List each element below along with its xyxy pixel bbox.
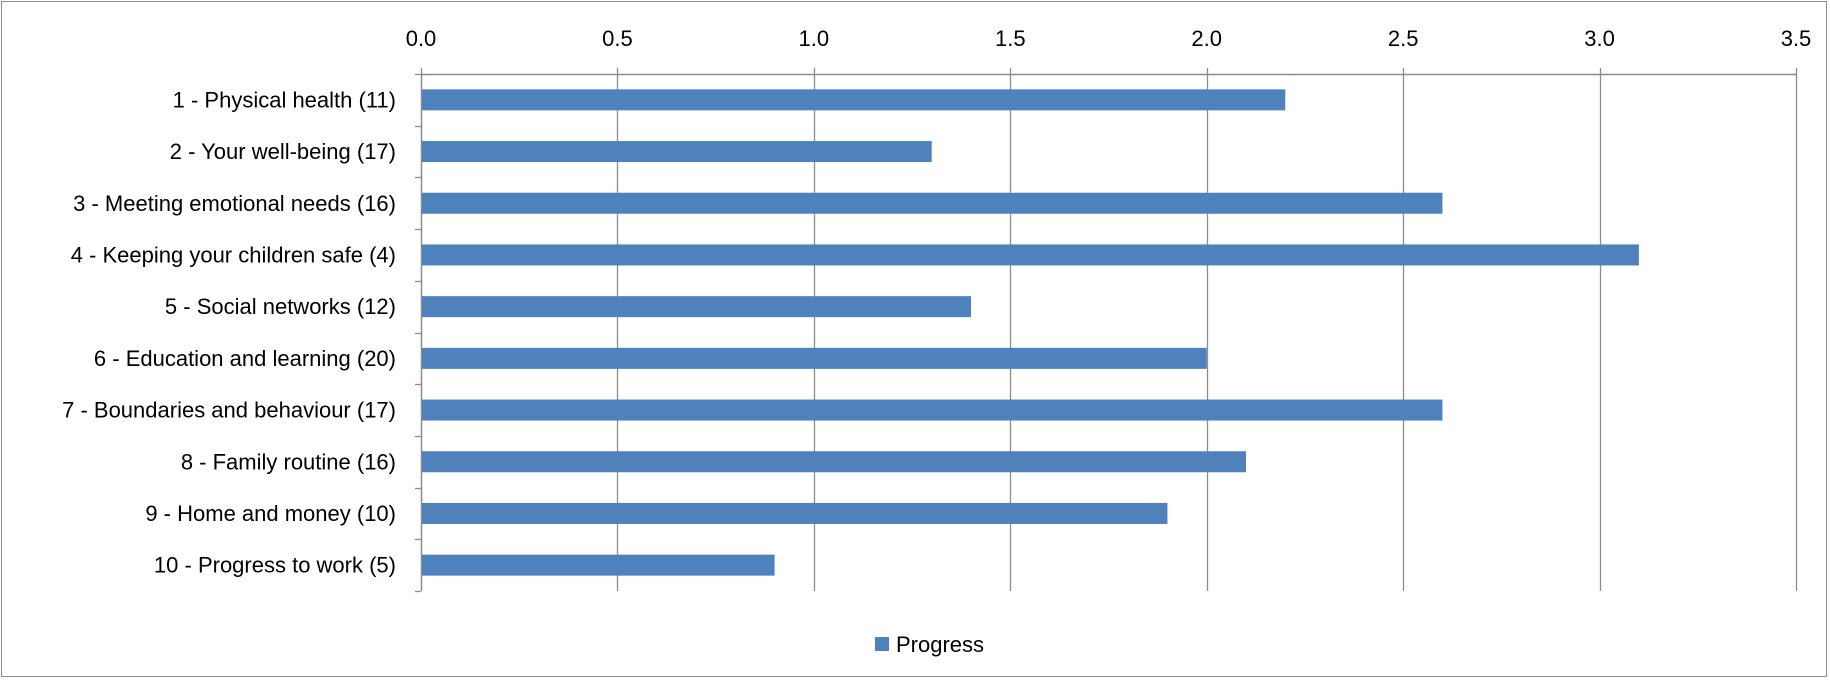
category-label: 9 - Home and money (10) bbox=[145, 501, 396, 526]
category-label: 7 - Boundaries and behaviour (17) bbox=[62, 398, 396, 423]
bar bbox=[422, 192, 1443, 214]
x-tick-label: 0.0 bbox=[406, 26, 437, 51]
category-label: 10 - Progress to work (5) bbox=[154, 553, 396, 578]
category-label: 6 - Education and learning (20) bbox=[94, 346, 396, 371]
bar bbox=[422, 244, 1639, 266]
x-tick-label: 1.5 bbox=[995, 26, 1026, 51]
category-label: 1 - Physical health (11) bbox=[173, 87, 396, 112]
legend-label-progress: Progress bbox=[896, 632, 984, 657]
x-tick-label: 3.5 bbox=[1781, 26, 1812, 51]
bar bbox=[422, 296, 971, 318]
axes bbox=[415, 68, 1798, 593]
labels: 0.0 0.5 1.0 1.5 2.0 2.5 3.0 3.5 1 - Physical hea… bbox=[62, 26, 1811, 578]
category-label: 5 - Social networks (12) bbox=[165, 294, 396, 319]
legend: Progress bbox=[875, 632, 984, 657]
bars bbox=[422, 89, 1639, 576]
category-label: 2 - Your well-being (17) bbox=[170, 139, 396, 164]
bar bbox=[422, 347, 1207, 369]
x-tick-label: 1.0 bbox=[799, 26, 830, 51]
category-label: 3 - Meeting emotional needs (16) bbox=[73, 191, 396, 216]
x-tick-label: 0.5 bbox=[602, 26, 633, 51]
category-label: 8 - Family routine (16) bbox=[181, 449, 396, 474]
x-tick-label: 2.0 bbox=[1191, 26, 1222, 51]
x-tick-label: 2.5 bbox=[1388, 26, 1419, 51]
x-tick-label: 3.0 bbox=[1584, 26, 1615, 51]
bar bbox=[422, 502, 1168, 524]
bar bbox=[422, 554, 775, 576]
bar bbox=[422, 451, 1246, 473]
category-label: 4 - Keeping your children safe (4) bbox=[71, 242, 396, 267]
bar bbox=[422, 399, 1443, 421]
bar bbox=[422, 89, 1286, 111]
bar bbox=[422, 141, 932, 163]
legend-swatch-progress bbox=[875, 637, 889, 651]
